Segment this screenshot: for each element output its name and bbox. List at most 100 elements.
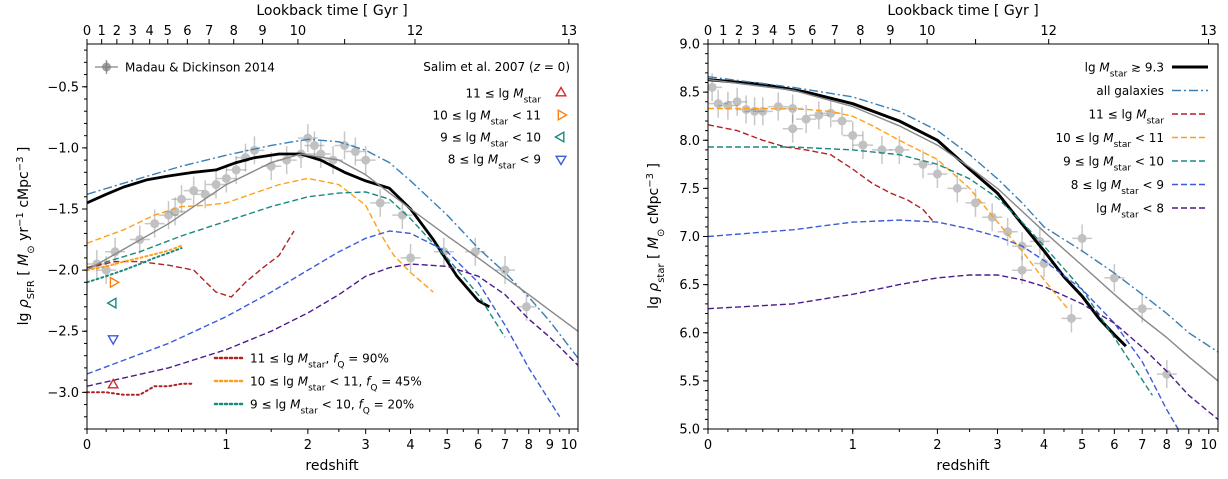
y-axis-label: lg ρSFR [ M⊙ yr−1 cMpc−3 ] [15, 147, 37, 326]
x-tick-label: 10 [1200, 438, 1217, 453]
x-tick-label: 2 [304, 438, 312, 453]
series-line [87, 177, 434, 293]
top-axis-ticks: 0 1 2 3 4 5 6 7 8 9 10 12 13 [83, 24, 577, 44]
salim-marker [107, 335, 120, 346]
top-tick-label: 4 [146, 24, 154, 39]
data-point [1034, 249, 1055, 278]
series-line [87, 382, 195, 396]
top-tick-label: 1 [719, 24, 727, 39]
data-point [889, 135, 910, 164]
top-axis-label: Lookback time [ Gyr ] [256, 3, 407, 19]
top-tick-label: 10 [919, 24, 936, 39]
data-point [1061, 304, 1082, 333]
data-point [808, 101, 829, 130]
legend-entry: 11 ≤ lg Mstar [1088, 108, 1208, 127]
top-tick-label: 9 [886, 24, 894, 39]
x-tick-label: 5 [1078, 438, 1086, 453]
data-point [708, 73, 723, 102]
data-point [433, 237, 454, 266]
data-point [768, 92, 789, 121]
data-point [183, 176, 204, 205]
x-tick-label: 3 [362, 438, 370, 453]
data-point [927, 159, 948, 188]
legend-entry: 8 ≤ lg Mstar < 9 [448, 153, 568, 172]
series-line [708, 146, 1153, 396]
plot-area [87, 124, 578, 418]
data-point [171, 185, 192, 214]
series-line [708, 124, 935, 223]
legend-label: 11 ≤ lg Mstar [465, 87, 541, 106]
data-point [736, 95, 757, 124]
plot-frame [86, 43, 579, 430]
series-line [87, 247, 183, 284]
data-point [708, 89, 729, 118]
legend-label: 11 ≤ lg Mstar, fQ = 90% [250, 352, 389, 371]
x-tick-label: 9 [1185, 438, 1193, 453]
y-tick-label: −1.5 [47, 203, 79, 218]
top-tick-label: 4 [769, 24, 777, 39]
x-tick-label: 8 [1163, 438, 1171, 453]
data-point [144, 209, 165, 238]
top-tick-label: 9 [258, 24, 266, 39]
legend-title: Salim et al. 2007 (z = 0) [423, 60, 570, 74]
data-point [965, 188, 986, 217]
legend-label: 10 ≤ lg Mstar < 11, fQ = 45% [250, 375, 422, 394]
x-tick-label: 2 [933, 438, 941, 453]
y-tick-label: −3.0 [47, 386, 79, 401]
series-line [87, 230, 295, 298]
y-tick-label: 8.0 [679, 134, 700, 149]
data-point [727, 87, 748, 116]
top-tick-label: 5 [164, 24, 172, 39]
data-point [913, 150, 934, 179]
x-tick-label: 8 [525, 438, 533, 453]
legend-entry: 10 ≤ lg Mstar < 11, fQ = 45% [213, 375, 422, 394]
data-point [1156, 360, 1177, 389]
top-tick-label: 13 [1200, 24, 1217, 39]
y-tick-label: 8.5 [679, 86, 700, 101]
x-tick-label: 6 [1110, 438, 1118, 453]
legend-label: 10 ≤ lg Mstar < 11 [433, 109, 541, 128]
right-panel: Lookback time [ Gyr ] 0 1 2 3 4 5 6 7 8 9 10 12 13 0… [645, 3, 1219, 474]
y-tick-label: −0.5 [47, 80, 79, 95]
x-tick-label: 9 [546, 438, 554, 453]
y-axis-ticks: −3.0 −2.5 −2.0 −1.5 −1.0 −0.5 [47, 49, 87, 430]
legend-label: 11 ≤ lg Mstar [1088, 108, 1164, 127]
series-line [87, 263, 578, 387]
y-tick-label: −2.5 [47, 325, 79, 340]
series-line [87, 153, 578, 332]
salim-marker [109, 276, 121, 289]
legend-entry: lg Mstar < 8 [1096, 202, 1208, 221]
y-tick-label: 9.0 [679, 38, 700, 53]
plot-frame [707, 43, 1219, 430]
series-line [87, 138, 578, 359]
x-tick-label: 4 [406, 438, 414, 453]
data-point [96, 256, 117, 285]
y-axis-label: lg ρstar [ M⊙ cMpc−3 ] [645, 163, 667, 309]
legend-entry: 11 ≤ lg Mstar [465, 86, 568, 106]
top-tick-label: 7 [831, 24, 839, 39]
data-point [334, 131, 355, 160]
y-tick-label: 5.5 [679, 374, 700, 389]
top-axis-label: Lookback time [ Gyr ] [887, 3, 1038, 19]
y-tick-label: −2.0 [47, 264, 79, 279]
series-line [708, 107, 1069, 310]
legend-entry: 8 ≤ lg Mstar < 9 [1071, 178, 1208, 197]
legend-label: 8 ≤ lg Mstar < 9 [1071, 178, 1164, 197]
x-tick-label: 6 [474, 438, 482, 453]
data-point [852, 131, 873, 160]
top-tick-label: 13 [561, 24, 578, 39]
legend-label: lg Mstar < 8 [1096, 202, 1164, 221]
data-point [982, 203, 1003, 232]
x-tick-label: 10 [561, 438, 578, 453]
x-tick-label: 1 [222, 438, 230, 453]
legend-marker [554, 86, 568, 97]
x-tick-label: 7 [1138, 438, 1146, 453]
plot-area [708, 73, 1218, 429]
data-point [1104, 263, 1125, 292]
x-tick-label: 4 [1040, 438, 1048, 453]
y-tick-label: 5.0 [679, 423, 700, 438]
top-axis-ticks: 0 1 2 3 4 5 6 7 8 9 10 12 13 [704, 24, 1217, 44]
data-point [842, 121, 863, 150]
top-tick-label: 3 [751, 24, 759, 39]
data-point [216, 164, 237, 193]
